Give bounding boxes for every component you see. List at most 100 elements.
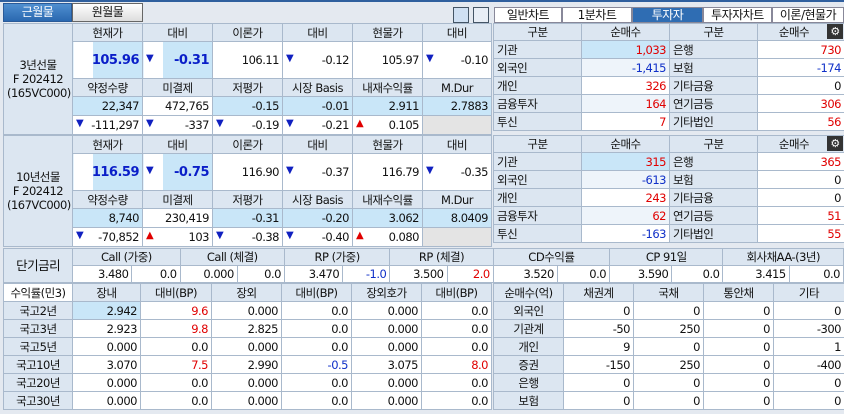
header-label: 구분 (527, 137, 548, 151)
bond-name: 국고20년 (3, 373, 73, 392)
table-row: ▼ -111,297 ▼ -337 ▼ -0.19 ▼ -0.21 ▲ 0.105 (4, 115, 492, 135)
table-row: 국고10년 3.070 7.5 2.990 -0.5 3.075 8.0 (3, 355, 492, 374)
yield-value: 0.0 (281, 301, 352, 320)
stat-change: ▲ 103 (142, 227, 213, 247)
header-value: 대비 (307, 25, 328, 40)
header-label: 순매수 (610, 25, 641, 39)
rate-change-value: 0.0 (264, 267, 281, 281)
net-buy-value-value: 0 (623, 375, 630, 390)
investor-type: 금융투자 (493, 206, 582, 225)
header-value: 채권계 (583, 285, 614, 300)
investor-type-value: 금융투자 (497, 96, 538, 111)
header-value: 저평가 (232, 80, 263, 95)
header: 대비 (282, 135, 353, 154)
table-row: 투신 -163 기타법인 55 (493, 224, 844, 243)
header-value: 통안채 (723, 285, 754, 300)
layout-collapse-icon[interactable] (473, 7, 489, 23)
tab-investor[interactable]: 투자자 (632, 7, 703, 23)
arrow-down-icon: ▼ (286, 118, 294, 129)
table-row: 기관 315 은행 365 (493, 152, 844, 171)
rate-name-value: RP (가중) (314, 250, 361, 264)
stat-value: -0.31 (212, 208, 283, 228)
net-buy-value: 0 (757, 76, 844, 95)
yield-value-value: 0.0 (331, 393, 348, 408)
stat-value-value: 2.911 (388, 99, 420, 113)
net-buy-value: 0 (563, 301, 634, 320)
table-row: 개인 326 기타금융 0 (493, 76, 844, 95)
yield-value: 9.8 (140, 319, 212, 338)
tab-near-month[interactable]: 근월물 (3, 3, 72, 22)
gear-icon[interactable]: ⚙ (827, 136, 843, 151)
tab-investor-chart[interactable]: 투자자차트 (703, 7, 772, 23)
bond-name: 국고30년 (3, 391, 73, 410)
header-label: 구분 (703, 137, 724, 151)
yield-value-value: 9.6 (191, 303, 208, 318)
spot-change: ▼ -0.10 (422, 41, 492, 79)
net-buy-value-value: -150 (605, 357, 631, 372)
arrow-down-icon: ▼ (146, 164, 154, 176)
investor-type: 투신 (493, 112, 582, 131)
header: 구분 (493, 23, 582, 41)
yield-value: 2.990 (211, 355, 282, 374)
spot-change: ▼ -0.35 (422, 153, 492, 191)
rate-name: RP (가중) (283, 248, 391, 266)
net-buy-value: 0 (703, 319, 774, 338)
yield-value: 0.000 (351, 373, 422, 392)
header-value: M.Dur (441, 80, 473, 95)
rate-name: Call (체결) (179, 248, 285, 266)
yield-value: 0.0 (281, 337, 352, 356)
gear-icon[interactable]: ⚙ (827, 24, 843, 39)
net-buy-value-value: 0 (763, 321, 770, 336)
header: 저평가 (212, 78, 283, 97)
yield-value-value: 9.8 (191, 321, 208, 336)
net-buy-value-value: 51 (827, 208, 841, 223)
yield-value: 0.000 (351, 337, 422, 356)
current-price-value: 116.59 (91, 164, 140, 180)
arrow-down-icon: ▼ (146, 118, 154, 129)
tab-theory-spot[interactable]: 이론/현물가 (772, 7, 844, 23)
stat-value-value: -0.20 (321, 211, 350, 225)
tab-far-month[interactable]: 원월물 (72, 3, 143, 22)
header-value: 대비 (446, 25, 468, 40)
stat-change-value: 0.105 (388, 118, 420, 132)
bond-name-value: 국고20년 (16, 375, 60, 390)
yield-value-value: 0.000 (247, 375, 279, 390)
tab-1min-chart[interactable]: 1분차트 (562, 7, 632, 23)
yield-value-value: 0.0 (471, 375, 488, 390)
header-value: 이론가 (232, 25, 263, 40)
net-buy-value: 0 (757, 188, 844, 207)
empty-cell (422, 227, 492, 247)
net-buy-value: 0 (703, 391, 774, 410)
table-row: 기관계 -50 250 0 -300 (493, 319, 844, 338)
stat-change: ▼ -70,852 (72, 227, 143, 247)
rate-value-value: 0.000 (203, 267, 234, 281)
net-buy-value-value: 365 (820, 154, 842, 169)
net-buy-value: 9 (563, 337, 634, 356)
stat-value: 472,765 (142, 96, 213, 116)
price-change-value: -0.31 (174, 52, 209, 68)
yield-value-value: 0.000 (387, 375, 419, 390)
rate-name: CD수익률 (492, 248, 611, 266)
stat-change: ▲ 0.080 (352, 227, 423, 247)
net-buy-value: 55 (757, 224, 844, 243)
yield-value: 0.0 (421, 337, 492, 356)
layout-expand-icon[interactable] (453, 7, 469, 23)
tab-general-chart[interactable]: 일반차트 (494, 7, 562, 23)
rate-name-value: Call (체결) (206, 250, 258, 264)
header-value: 대비 (167, 25, 188, 40)
yield-value: 0.0 (281, 373, 352, 392)
rate-change: 0.0 (788, 265, 844, 283)
header-value: 대비(BP) (295, 285, 338, 300)
rate-value-value: 3.590 (637, 267, 669, 281)
table-row: 외국인 0 0 0 0 (493, 301, 844, 320)
header: 이론가 (212, 135, 283, 154)
yield-value-value: 0.0 (191, 339, 208, 354)
header: 구분 (493, 135, 582, 153)
yield-value: 0.0 (421, 373, 492, 392)
net-buy-value: 0 (703, 301, 774, 320)
investor-type: 기타법인 (669, 224, 758, 243)
table-row: 국고5년 0.000 0.0 0.000 0.0 0.000 0.0 (3, 337, 492, 356)
header-label: 구분 (703, 25, 724, 39)
net-buy-value-value: 0 (763, 339, 770, 354)
net-buy-value: 0 (633, 373, 704, 392)
